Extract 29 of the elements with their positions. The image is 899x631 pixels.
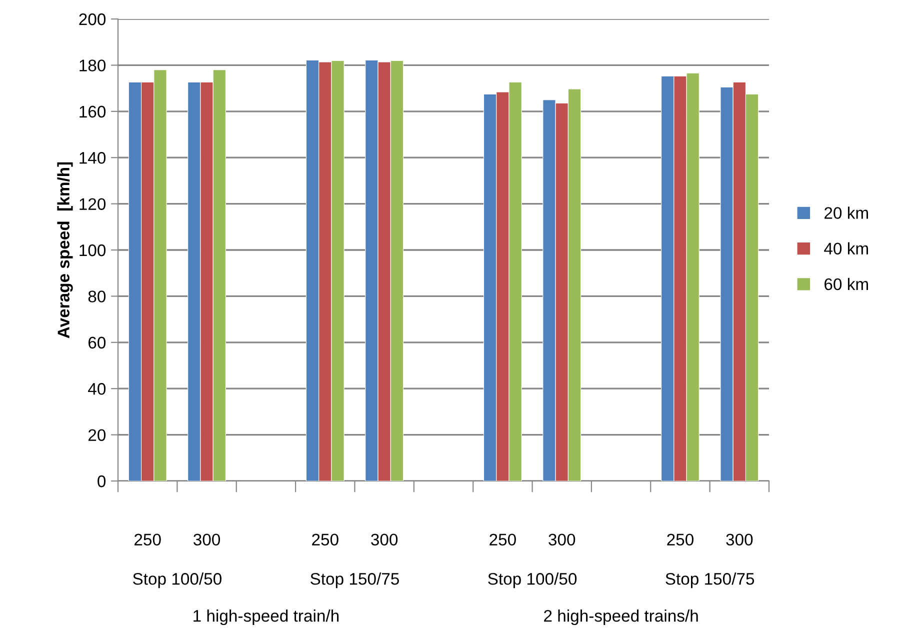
y-tick-label: 180 bbox=[80, 60, 106, 72]
legend-label: 20 km bbox=[824, 206, 868, 219]
text: Stop 150/75 bbox=[310, 572, 399, 588]
text: Stop 100/50 bbox=[132, 572, 222, 588]
text: Stop 150/75 bbox=[666, 572, 754, 588]
y-tick-label: 80 bbox=[88, 290, 106, 302]
x-tick-label: 300 bbox=[548, 534, 576, 546]
x-tick-label: 250 bbox=[667, 534, 694, 546]
legend-label: 40 km bbox=[824, 242, 868, 255]
y-tick-label: 160 bbox=[80, 106, 106, 118]
x-tick-label: 250 bbox=[312, 534, 338, 546]
y-tick-label: 120 bbox=[80, 198, 106, 210]
y-tick-label: 200 bbox=[79, 13, 106, 26]
y-tick-label: 0 bbox=[98, 475, 106, 488]
y-tick-label: 20 bbox=[88, 429, 106, 442]
text: 2 high-speed trains/h bbox=[544, 610, 698, 626]
y-axis-title: Average speed [km/h] bbox=[57, 162, 73, 338]
y-tick-label: 140 bbox=[80, 152, 106, 164]
x-tick-label: 250 bbox=[134, 534, 161, 546]
text: 1 high-speed train/h bbox=[194, 610, 339, 626]
y-tick-label: 100 bbox=[80, 244, 106, 256]
x-tick-label: 300 bbox=[194, 534, 220, 546]
x-tick-label: 250 bbox=[490, 534, 516, 546]
x-tick-label: 300 bbox=[371, 534, 398, 546]
y-tick-label: 40 bbox=[88, 383, 106, 395]
y-tick-label: 60 bbox=[88, 336, 106, 349]
x-tick-label: 300 bbox=[726, 534, 753, 546]
legend-label: 60 km bbox=[824, 278, 868, 290]
text: Stop 100/50 bbox=[488, 572, 577, 588]
